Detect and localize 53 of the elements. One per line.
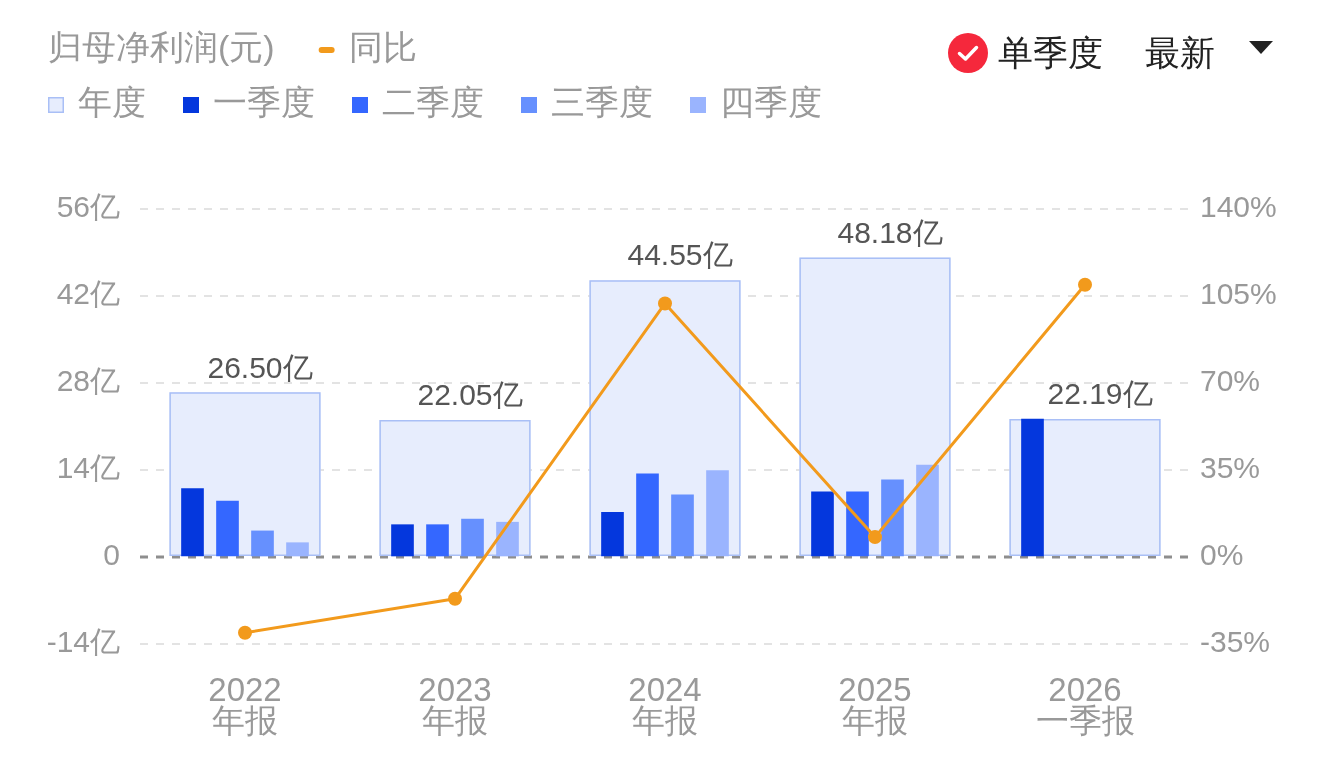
- bar: [496, 521, 519, 557]
- y-tick-label: 28亿: [56, 364, 120, 398]
- y-tick-label: 42亿: [56, 277, 120, 311]
- point: [868, 530, 882, 545]
- y-tick-label: 0: [103, 538, 120, 572]
- y2-tick-label: 70%: [1200, 364, 1261, 398]
- legend-label: 一季度: [213, 83, 315, 122]
- text: 单季度: [998, 33, 1103, 73]
- x-tick-label: 2022 年报: [208, 671, 282, 739]
- bar: [706, 470, 729, 557]
- legend-label: 四季度: [720, 83, 822, 122]
- x-tick-label: 2023 年报: [418, 671, 492, 739]
- data-label: 26.50亿: [207, 350, 313, 384]
- bar: [461, 518, 484, 557]
- bar: [286, 542, 309, 557]
- x-tick-label: 2026 一季报: [1035, 671, 1135, 739]
- legend-label: 年度: [78, 83, 146, 122]
- y-tick-label: 14亿: [56, 451, 120, 485]
- chart-title: 归母净利润(元): [48, 28, 275, 67]
- bar: [426, 524, 449, 557]
- data-label: 48.18亿: [837, 215, 943, 249]
- bar: [846, 491, 869, 557]
- y2-tick-label: -35%: [1200, 625, 1271, 659]
- bar: [881, 479, 904, 557]
- bar: [671, 494, 694, 557]
- y2-tick-label: 140%: [1200, 190, 1277, 224]
- bar: [1021, 418, 1044, 557]
- bar: [916, 464, 939, 557]
- bar: [391, 524, 414, 557]
- bar: [216, 500, 239, 557]
- bar: [251, 530, 274, 557]
- text: 最新: [1145, 33, 1215, 73]
- y-tick-label: 56亿: [56, 190, 120, 224]
- x-tick-label: 2024 年报: [628, 671, 702, 739]
- data-label: 22.19亿: [1047, 377, 1153, 411]
- legend-label: 二季度: [382, 83, 484, 122]
- y2-tick-label: 0%: [1200, 538, 1244, 572]
- data-label: 22.05亿: [417, 378, 523, 412]
- point: [448, 591, 462, 606]
- point: [238, 625, 252, 640]
- x-tick-label: 2025 年报: [838, 671, 912, 739]
- point: [658, 296, 672, 311]
- legend-label: 三季度: [551, 83, 653, 122]
- bar: [811, 491, 834, 557]
- bar: [636, 473, 659, 557]
- bar: [601, 511, 624, 557]
- y2-tick-label: 105%: [1200, 277, 1277, 311]
- y2-tick-label: 35%: [1200, 451, 1261, 485]
- y-tick-label: -14亿: [46, 625, 120, 659]
- legend-label: 同比: [348, 28, 417, 67]
- point: [1078, 277, 1092, 292]
- bar: [181, 488, 204, 557]
- data-label: 44.55亿: [627, 238, 733, 272]
